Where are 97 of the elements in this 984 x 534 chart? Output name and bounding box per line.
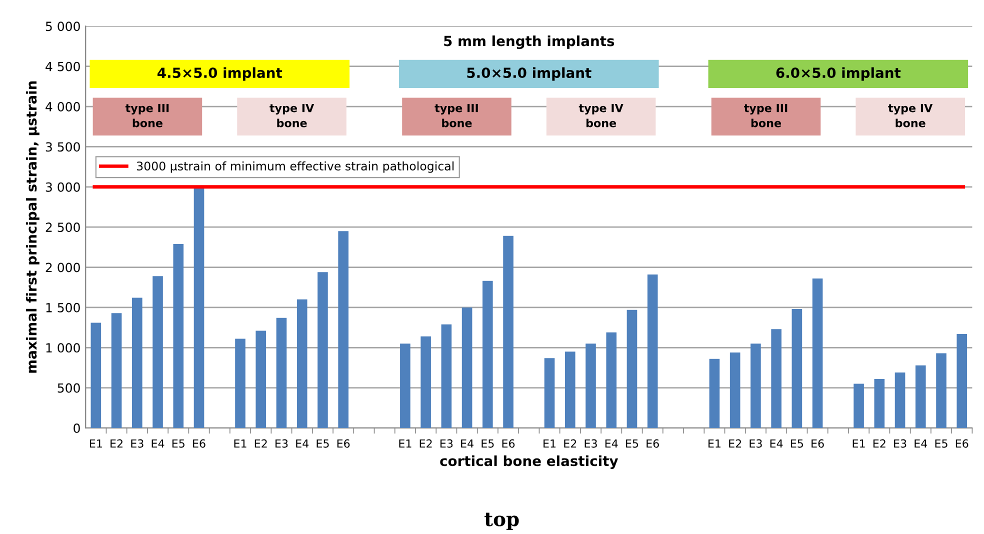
legend-label: 3000 µstrain of minimum effective strain pathological bbox=[136, 161, 454, 173]
y-tick-label: 3 500 bbox=[46, 142, 80, 152]
x-tick-label: E4 bbox=[914, 439, 928, 448]
bar bbox=[771, 329, 782, 428]
bar bbox=[420, 336, 431, 428]
x-tick-label: E2 bbox=[873, 439, 886, 448]
annotation: 5.0×5.0 implant bbox=[467, 67, 592, 81]
bar bbox=[915, 365, 926, 428]
x-tick-label: E3 bbox=[894, 439, 906, 448]
x-tick-label: E4 bbox=[152, 439, 164, 448]
annotation: type III bone bbox=[434, 104, 478, 128]
x-tick-label: E2 bbox=[110, 439, 122, 448]
bar bbox=[792, 309, 802, 428]
x-tick-label: E5 bbox=[790, 439, 804, 448]
bar bbox=[441, 324, 452, 428]
bar bbox=[647, 274, 658, 428]
y-tick-label: 2 000 bbox=[46, 262, 80, 272]
bar bbox=[132, 298, 142, 428]
y-axis-title: maximal first principal strain, µstrain bbox=[26, 81, 40, 373]
bar bbox=[318, 272, 328, 428]
text: top bbox=[484, 512, 519, 530]
annotation: 6.0×5.0 implant bbox=[776, 67, 901, 81]
y-tick-label: 3 000 bbox=[46, 182, 80, 192]
x-tick-label: E4 bbox=[770, 439, 783, 448]
x-tick-label: E1 bbox=[852, 439, 865, 448]
annotation: 5 mm length implants bbox=[444, 35, 614, 50]
x-tick-label: E5 bbox=[316, 439, 329, 448]
bar bbox=[626, 310, 638, 428]
x-tick-label: E4 bbox=[461, 439, 474, 448]
bar bbox=[256, 330, 266, 428]
y-tick-label: 2 500 bbox=[46, 222, 80, 232]
annotation: type IV bone bbox=[888, 104, 933, 128]
y-tick-label: 5 000 bbox=[46, 22, 80, 32]
bar bbox=[750, 344, 761, 428]
bar bbox=[894, 372, 906, 428]
bar bbox=[400, 344, 410, 428]
x-tick-label: E2 bbox=[729, 439, 742, 448]
x-tick-label: E5 bbox=[626, 439, 638, 448]
bar bbox=[874, 378, 885, 428]
y-tick-label: 4 500 bbox=[46, 62, 80, 72]
bar bbox=[956, 334, 968, 428]
bar bbox=[482, 280, 493, 428]
bar bbox=[462, 307, 472, 428]
bar bbox=[936, 353, 946, 428]
x-tick-label: E6 bbox=[646, 439, 659, 448]
x-tick-label: E1 bbox=[708, 439, 720, 448]
x-tick-label: E2 bbox=[564, 439, 576, 448]
bar bbox=[606, 332, 617, 428]
x-tick-label: E1 bbox=[399, 439, 412, 448]
bar bbox=[90, 322, 102, 428]
x-tick-label: E2 bbox=[420, 439, 432, 448]
x-tick-label: E3 bbox=[584, 439, 597, 448]
x-tick-label: E3 bbox=[131, 439, 144, 448]
x-tick-label: E6 bbox=[193, 439, 206, 448]
x-axis-title: cortical bone elasticity bbox=[440, 455, 618, 469]
x-tick-label: E6 bbox=[337, 439, 350, 448]
x-tick-label: E5 bbox=[935, 439, 948, 448]
annotation: type III bone bbox=[744, 104, 788, 128]
bar bbox=[730, 352, 740, 428]
bar bbox=[503, 236, 514, 428]
bar bbox=[276, 318, 287, 428]
y-tick-label: 0 bbox=[74, 423, 80, 433]
x-tick-label: E2 bbox=[254, 439, 267, 448]
bar bbox=[152, 276, 163, 428]
x-tick-label: E3 bbox=[276, 439, 288, 448]
bar bbox=[812, 278, 823, 428]
x-tick-label: E1 bbox=[90, 439, 102, 448]
annotation: type IV bone bbox=[578, 104, 624, 128]
annotation: type III bone bbox=[125, 104, 169, 128]
bar bbox=[544, 358, 555, 428]
y-tick-label: 4 000 bbox=[46, 102, 80, 112]
bar bbox=[586, 344, 596, 428]
annotation: type IV bone bbox=[270, 104, 314, 128]
bar bbox=[296, 299, 308, 428]
bar bbox=[111, 313, 122, 428]
x-tick-label: E1 bbox=[234, 439, 246, 448]
x-tick-label: E6 bbox=[502, 439, 515, 448]
y-tick-label: 500 bbox=[58, 383, 80, 393]
x-tick-label: E1 bbox=[544, 439, 556, 448]
bar bbox=[235, 338, 246, 428]
bar bbox=[564, 352, 576, 428]
x-tick-label: E6 bbox=[956, 439, 968, 448]
bar bbox=[173, 244, 184, 428]
x-tick-label: E3 bbox=[750, 439, 762, 448]
bar bbox=[194, 186, 204, 428]
x-tick-label: E6 bbox=[812, 439, 824, 448]
annotation: 4.5×5.0 implant bbox=[157, 67, 282, 81]
x-tick-label: E5 bbox=[172, 439, 184, 448]
x-tick-label: E3 bbox=[440, 439, 453, 448]
x-tick-label: E4 bbox=[296, 439, 309, 448]
y-tick-label: 1 000 bbox=[46, 343, 80, 353]
x-tick-label: E5 bbox=[482, 439, 494, 448]
bar bbox=[854, 384, 864, 428]
bar bbox=[709, 358, 720, 428]
y-tick-label: 1 500 bbox=[46, 302, 80, 312]
bar bbox=[338, 231, 348, 428]
x-tick-label: E4 bbox=[605, 439, 618, 448]
